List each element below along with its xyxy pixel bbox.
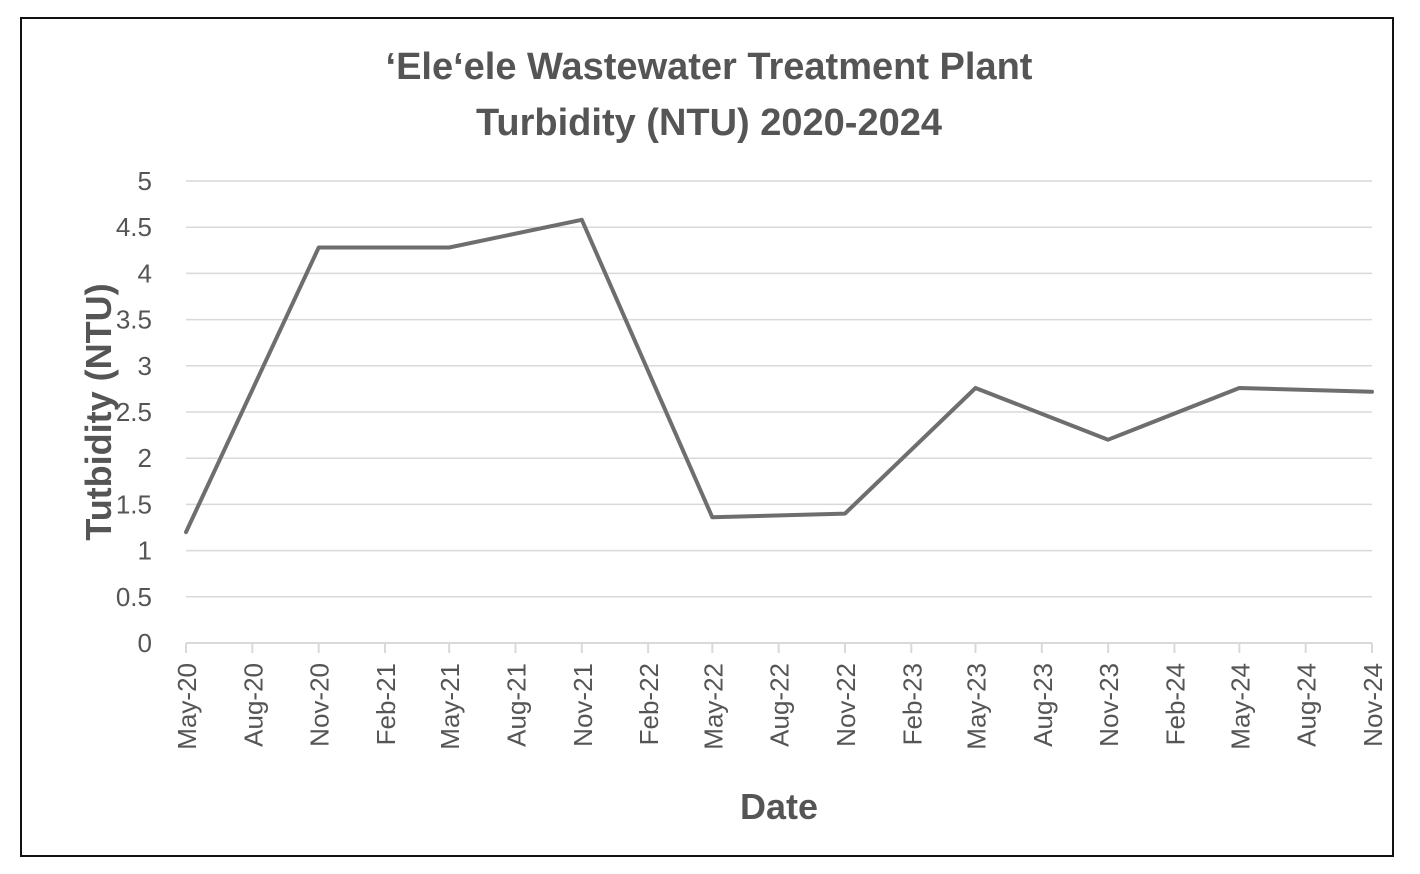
gridlines xyxy=(186,180,1372,598)
x-tick-label: May-22 xyxy=(698,663,728,750)
x-tick-label: Nov-22 xyxy=(831,663,861,747)
chart-title-line-2: Turbidity (NTU) 2020-2024 xyxy=(476,102,942,144)
series-line xyxy=(184,217,1374,535)
y-axis-title: Tutbidity (NTU) xyxy=(78,283,119,540)
x-tick-label: Aug-20 xyxy=(238,663,268,747)
x-tick-label: Feb-23 xyxy=(897,663,927,745)
x-tick-label: May-24 xyxy=(1225,663,1255,750)
x-tick-label: May-23 xyxy=(961,663,991,750)
y-tick-label: 1 xyxy=(138,536,152,566)
x-tick-label: Feb-21 xyxy=(371,663,401,745)
y-tick-label: 2.5 xyxy=(116,397,152,427)
y-tick-label: 4 xyxy=(138,258,152,288)
x-tick-label: Nov-21 xyxy=(568,663,598,747)
x-tick-label: Aug-21 xyxy=(501,663,531,747)
x-axis xyxy=(185,642,1373,653)
y-tick-label: 4.5 xyxy=(116,212,152,242)
x-tick-label: May-21 xyxy=(435,663,465,750)
y-tick-label: 3.5 xyxy=(116,305,152,335)
x-tick-label: Nov-20 xyxy=(305,663,335,747)
x-axis-tick-labels: May-20 Aug-20 Nov-20 Feb-21 May-21 Aug-21 Nov-… xyxy=(172,663,1388,750)
y-tick-label: 5 xyxy=(138,166,152,196)
x-tick-label: Feb-22 xyxy=(634,663,664,745)
x-tick-label: Feb-24 xyxy=(1160,663,1190,745)
x-tick-label: Nov-24 xyxy=(1358,663,1388,747)
x-tick-label: Aug-22 xyxy=(765,663,795,747)
chart-canvas: ‘Ele‘ele Wastewater Treatment Plant Turb… xyxy=(78,46,1388,827)
y-tick-label: 0 xyxy=(138,628,152,658)
y-tick-label: 0.5 xyxy=(116,582,152,612)
x-tick-label: Aug-24 xyxy=(1292,663,1322,747)
x-tick-label: Nov-23 xyxy=(1094,663,1124,747)
chart-title-line-1: ‘Ele‘ele Wastewater Treatment Plant xyxy=(386,46,1033,88)
y-tick-label: 3 xyxy=(138,351,152,381)
y-tick-label: 2 xyxy=(138,443,152,473)
x-axis-title: Date xyxy=(740,786,818,827)
x-tick-label: May-20 xyxy=(172,663,202,750)
y-tick-label: 1.5 xyxy=(116,489,152,519)
series-layer xyxy=(184,217,1374,535)
chart-frame: ‘Ele‘ele Wastewater Treatment Plant Turb… xyxy=(20,17,1394,857)
y-axis-tick-labels: 0 0.5 1 1.5 2 2.5 3 3.5 4 4.5 5 xyxy=(116,166,152,658)
x-tick-label: Aug-23 xyxy=(1028,663,1058,747)
